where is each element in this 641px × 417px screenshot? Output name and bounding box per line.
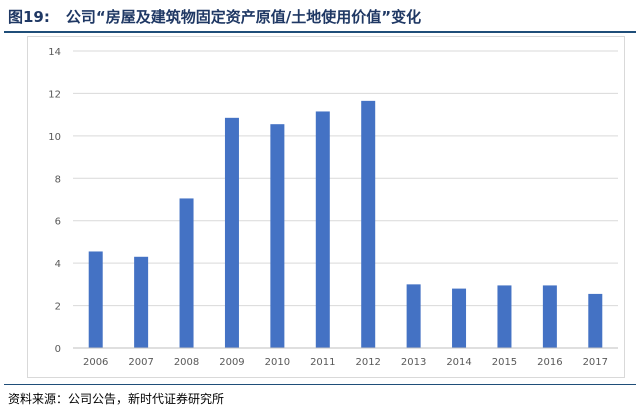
- x-tick-label: 2010: [265, 357, 290, 368]
- y-tick-label: 8: [55, 174, 61, 185]
- bar: [224, 117, 239, 348]
- source-note: 资料来源：公司公告，新时代证券研究所: [8, 392, 225, 406]
- y-tick-label: 14: [48, 47, 61, 58]
- bar: [497, 285, 512, 348]
- x-tick-label: 2016: [537, 357, 562, 368]
- x-tick-label: 2015: [492, 357, 517, 368]
- x-tick-label: 2008: [174, 357, 199, 368]
- figure-title: 图19: 公司“房屋及建筑物固定资产原值/土地使用价值”变化: [8, 4, 633, 30]
- x-tick-label: 2013: [401, 357, 426, 368]
- x-tick-label: 2007: [128, 357, 153, 368]
- x-tick-label: 2006: [83, 357, 108, 368]
- y-tick-label: 10: [48, 132, 61, 143]
- bar: [270, 124, 285, 348]
- x-tick-label: 2014: [446, 357, 471, 368]
- y-tick-label: 6: [55, 217, 61, 228]
- bar: [452, 288, 467, 348]
- bar-chart: 0 2 4 6 8 10 12 14 2006 2007 2008 2009 2010 2011 2012 2…: [48, 47, 618, 368]
- bar: [361, 100, 376, 348]
- y-tick-label: 2: [55, 302, 61, 313]
- title-divider: [4, 31, 636, 33]
- bar: [315, 111, 330, 348]
- x-tick-label: 2011: [310, 357, 335, 368]
- figure-title-text: 公司“房屋及建筑物固定资产原值/土地使用价值”变化: [65, 8, 422, 26]
- y-tick-label: 12: [48, 89, 61, 100]
- y-tick-label: 0: [55, 344, 61, 355]
- y-tick-label: 4: [55, 259, 61, 270]
- x-tick-label: 2012: [355, 357, 380, 368]
- bar: [88, 251, 103, 348]
- bar: [179, 198, 194, 348]
- chart-area: 0 2 4 6 8 10 12 14 2006 2007 2008 2009 2010 2011 2012 2…: [27, 36, 625, 378]
- bar: [588, 293, 603, 348]
- x-tick-label: 2009: [219, 357, 244, 368]
- x-tick-label: 2017: [583, 357, 608, 368]
- source-divider: [4, 384, 636, 385]
- bar: [134, 256, 149, 348]
- bar: [542, 285, 557, 348]
- bar: [406, 284, 421, 348]
- figure-number: 图19:: [8, 8, 50, 26]
